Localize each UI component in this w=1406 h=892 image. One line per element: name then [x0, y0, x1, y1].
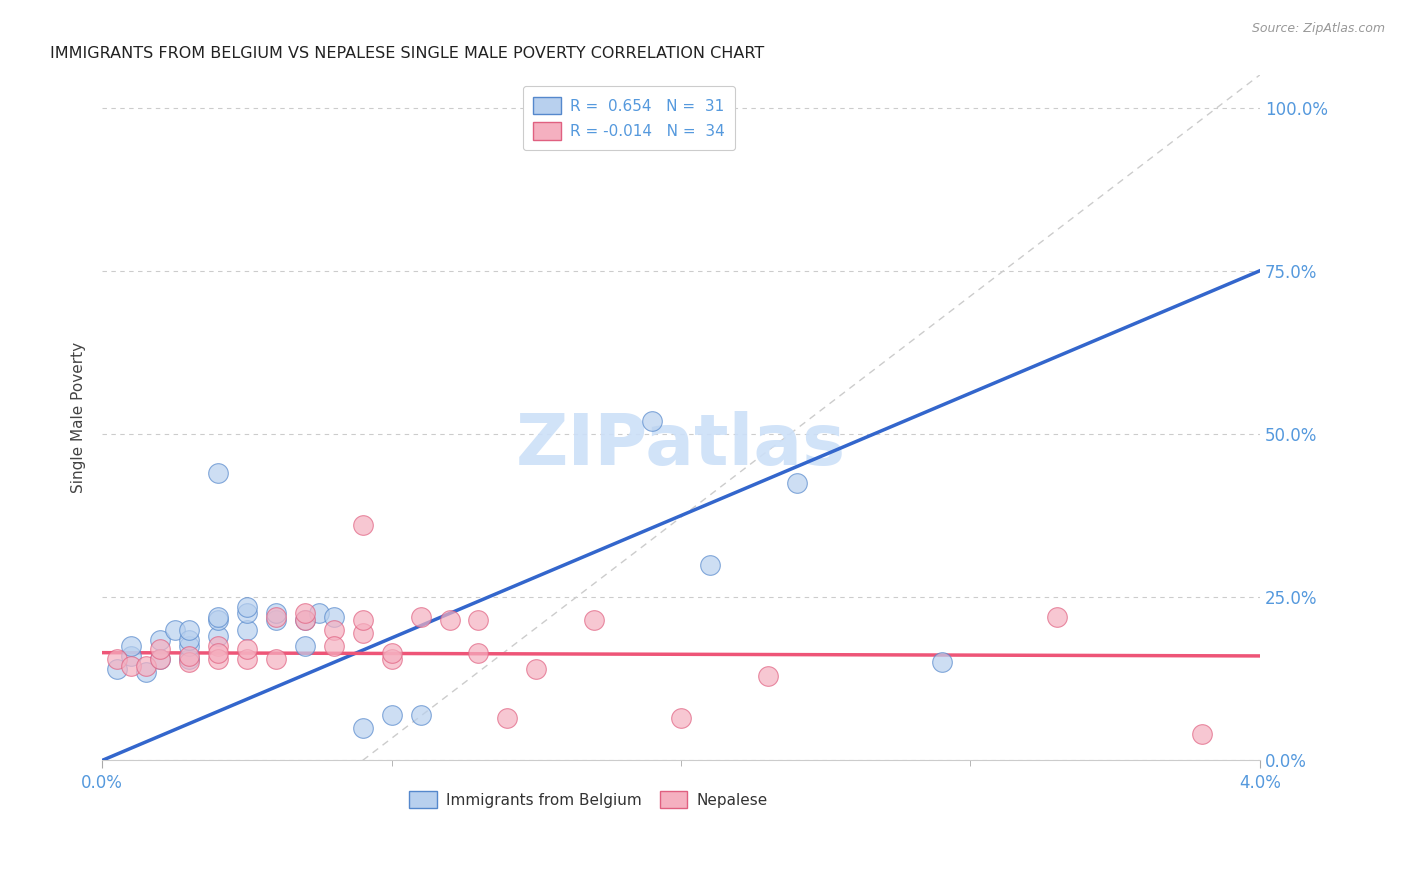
- Point: [177, 632, 200, 647]
- Point: [381, 652, 404, 666]
- Point: [294, 613, 316, 627]
- Point: [120, 639, 142, 653]
- Legend: Immigrants from Belgium, Nepalese: Immigrants from Belgium, Nepalese: [404, 785, 773, 814]
- Point: [264, 613, 287, 627]
- Point: [641, 414, 664, 428]
- Point: [149, 632, 172, 647]
- Point: [177, 639, 200, 653]
- Point: [524, 662, 547, 676]
- Point: [1191, 727, 1213, 741]
- Point: [177, 623, 200, 637]
- Point: [381, 707, 404, 722]
- Point: [322, 609, 344, 624]
- Point: [496, 711, 519, 725]
- Point: [264, 607, 287, 621]
- Point: [931, 656, 953, 670]
- Point: [352, 613, 374, 627]
- Point: [409, 707, 432, 722]
- Point: [207, 466, 229, 480]
- Point: [105, 652, 128, 666]
- Point: [177, 648, 200, 663]
- Point: [308, 607, 330, 621]
- Point: [1046, 609, 1069, 624]
- Point: [149, 652, 172, 666]
- Point: [352, 518, 374, 533]
- Point: [322, 623, 344, 637]
- Point: [149, 642, 172, 657]
- Point: [352, 721, 374, 735]
- Point: [669, 711, 692, 725]
- Point: [294, 607, 316, 621]
- Point: [207, 613, 229, 627]
- Point: [409, 609, 432, 624]
- Point: [294, 613, 316, 627]
- Point: [352, 626, 374, 640]
- Point: [207, 609, 229, 624]
- Point: [135, 665, 157, 680]
- Point: [236, 607, 259, 621]
- Text: ZIPatlas: ZIPatlas: [516, 410, 846, 480]
- Point: [756, 668, 779, 682]
- Point: [207, 652, 229, 666]
- Point: [177, 652, 200, 666]
- Point: [699, 558, 721, 572]
- Point: [207, 639, 229, 653]
- Text: Source: ZipAtlas.com: Source: ZipAtlas.com: [1251, 22, 1385, 36]
- Point: [120, 648, 142, 663]
- Point: [322, 639, 344, 653]
- Point: [467, 646, 489, 660]
- Point: [105, 662, 128, 676]
- Point: [236, 642, 259, 657]
- Point: [236, 623, 259, 637]
- Point: [236, 652, 259, 666]
- Point: [207, 646, 229, 660]
- Y-axis label: Single Male Poverty: Single Male Poverty: [72, 342, 86, 493]
- Point: [381, 646, 404, 660]
- Point: [177, 656, 200, 670]
- Point: [786, 475, 808, 490]
- Point: [264, 652, 287, 666]
- Point: [467, 613, 489, 627]
- Point: [236, 599, 259, 614]
- Point: [439, 613, 461, 627]
- Point: [294, 639, 316, 653]
- Text: IMMIGRANTS FROM BELGIUM VS NEPALESE SINGLE MALE POVERTY CORRELATION CHART: IMMIGRANTS FROM BELGIUM VS NEPALESE SING…: [51, 46, 765, 62]
- Point: [207, 629, 229, 643]
- Point: [149, 652, 172, 666]
- Point: [135, 658, 157, 673]
- Point: [264, 609, 287, 624]
- Point: [583, 613, 606, 627]
- Point: [120, 658, 142, 673]
- Point: [163, 623, 186, 637]
